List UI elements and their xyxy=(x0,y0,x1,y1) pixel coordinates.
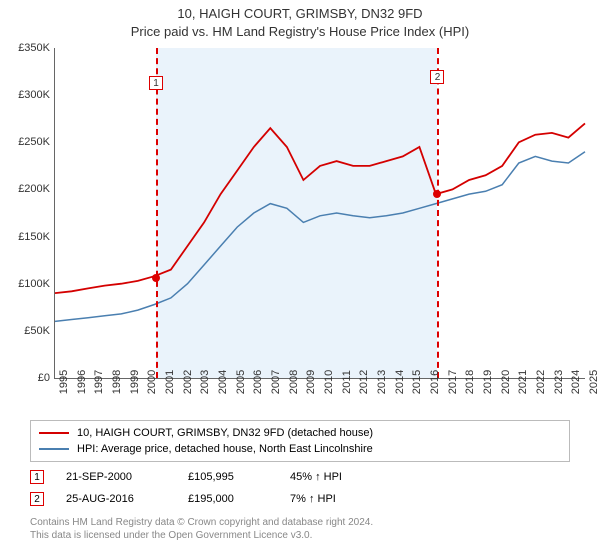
plot-area: 12 xyxy=(54,48,585,379)
x-tick-label: 2022 xyxy=(535,370,547,394)
footer-line-1: Contains HM Land Registry data © Crown c… xyxy=(30,516,373,529)
legend-label: HPI: Average price, detached house, Nort… xyxy=(77,443,373,455)
x-tick-label: 2006 xyxy=(252,370,264,394)
y-tick-label: £200K xyxy=(18,183,50,195)
sale-dot xyxy=(152,274,160,282)
legend-item: 10, HAIGH COURT, GRIMSBY, DN32 9FD (deta… xyxy=(39,425,561,441)
legend-box: 10, HAIGH COURT, GRIMSBY, DN32 9FD (deta… xyxy=(30,420,570,462)
y-tick-label: £150K xyxy=(18,231,50,243)
marker-vline xyxy=(437,48,439,378)
series-line xyxy=(55,123,585,293)
title-line-2: Price paid vs. HM Land Registry's House … xyxy=(0,24,600,39)
sale-date: 21-SEP-2000 xyxy=(66,471,166,483)
y-tick-label: £50K xyxy=(24,325,50,337)
x-tick-label: 2014 xyxy=(394,370,406,394)
sale-dot xyxy=(433,190,441,198)
marker-vline xyxy=(156,48,158,378)
x-tick-label: 2025 xyxy=(588,370,600,394)
x-tick-label: 2021 xyxy=(517,370,529,394)
x-tick-label: 1999 xyxy=(129,370,141,394)
sale-price: £105,995 xyxy=(188,471,268,483)
x-tick-label: 2011 xyxy=(341,370,353,394)
y-tick-label: £100K xyxy=(18,278,50,290)
sale-pct: 7% ↑ HPI xyxy=(290,493,336,505)
x-tick-label: 2008 xyxy=(288,370,300,394)
sale-pct: 45% ↑ HPI xyxy=(290,471,342,483)
x-tick-label: 2019 xyxy=(482,370,494,394)
sale-marker-box: 1 xyxy=(30,470,44,484)
marker-box: 2 xyxy=(430,70,444,84)
sale-marker-box: 2 xyxy=(30,492,44,506)
x-tick-label: 2023 xyxy=(553,370,565,394)
marker-box: 1 xyxy=(149,76,163,90)
x-tick-label: 2013 xyxy=(376,370,388,394)
x-tick-label: 2000 xyxy=(146,370,158,394)
x-tick-label: 2016 xyxy=(429,370,441,394)
sale-row: 1 21-SEP-2000 £105,995 45% ↑ HPI xyxy=(30,466,342,488)
chart-container: 10, HAIGH COURT, GRIMSBY, DN32 9FD Price… xyxy=(0,0,600,560)
x-tick-label: 2005 xyxy=(235,370,247,394)
x-tick-label: 2018 xyxy=(464,370,476,394)
x-tick-label: 2015 xyxy=(411,370,423,394)
legend-label: 10, HAIGH COURT, GRIMSBY, DN32 9FD (deta… xyxy=(77,427,373,439)
y-tick-label: £350K xyxy=(18,42,50,54)
x-tick-label: 2007 xyxy=(270,370,282,394)
legend-swatch xyxy=(39,432,69,434)
chart-lines xyxy=(55,48,585,378)
sales-list: 1 21-SEP-2000 £105,995 45% ↑ HPI 2 25-AU… xyxy=(30,466,342,510)
x-tick-label: 2004 xyxy=(217,370,229,394)
x-tick-label: 1998 xyxy=(111,370,123,394)
x-tick-label: 1997 xyxy=(93,370,105,394)
x-tick-label: 2010 xyxy=(323,370,335,394)
y-tick-label: £300K xyxy=(18,89,50,101)
x-tick-label: 2001 xyxy=(164,370,176,394)
x-tick-label: 2012 xyxy=(358,370,370,394)
sale-date: 25-AUG-2016 xyxy=(66,493,166,505)
sale-price: £195,000 xyxy=(188,493,268,505)
footer-line-2: This data is licensed under the Open Gov… xyxy=(30,529,373,542)
title-line-1: 10, HAIGH COURT, GRIMSBY, DN32 9FD xyxy=(0,6,600,21)
sale-row: 2 25-AUG-2016 £195,000 7% ↑ HPI xyxy=(30,488,342,510)
footer-text: Contains HM Land Registry data © Crown c… xyxy=(30,516,373,542)
x-tick-label: 2017 xyxy=(447,370,459,394)
x-tick-label: 1996 xyxy=(76,370,88,394)
x-tick-label: 2020 xyxy=(500,370,512,394)
series-line xyxy=(55,152,585,322)
x-tick-label: 2024 xyxy=(570,370,582,394)
y-tick-label: £250K xyxy=(18,136,50,148)
y-tick-label: £0 xyxy=(38,372,50,384)
x-tick-label: 2009 xyxy=(305,370,317,394)
x-tick-label: 1995 xyxy=(58,370,70,394)
x-tick-label: 2003 xyxy=(199,370,211,394)
legend-swatch xyxy=(39,448,69,450)
legend-item: HPI: Average price, detached house, Nort… xyxy=(39,441,561,457)
x-tick-label: 2002 xyxy=(182,370,194,394)
